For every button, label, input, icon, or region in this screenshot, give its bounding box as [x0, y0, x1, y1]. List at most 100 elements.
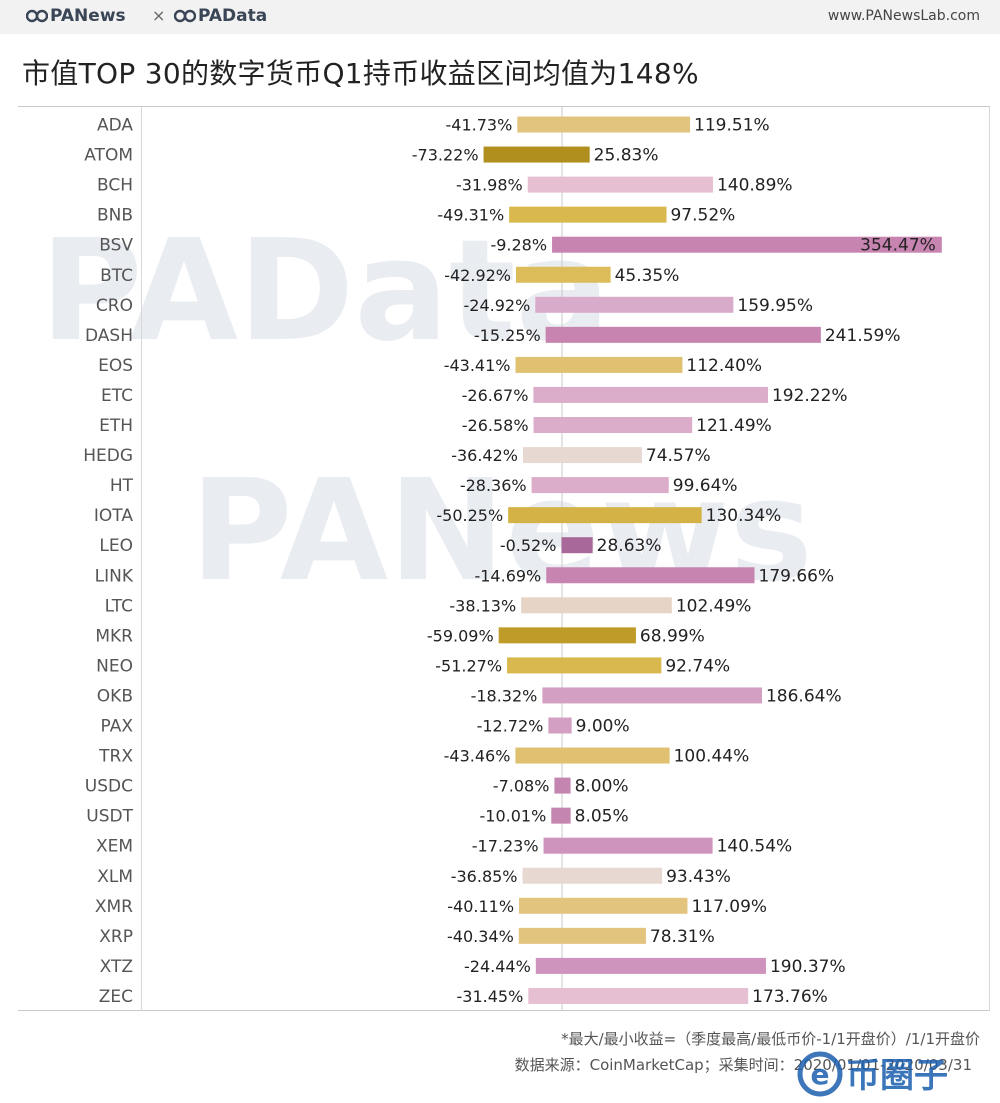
min-value-label: -28.36% — [460, 476, 527, 495]
category-label: XLM — [97, 867, 133, 887]
min-value-label: -43.46% — [444, 747, 511, 766]
range-bar — [509, 206, 667, 223]
min-value-label: -24.44% — [464, 957, 531, 976]
panews-logo-icon — [26, 9, 48, 23]
max-value-label: 117.09% — [691, 897, 767, 917]
max-value-label: 140.89% — [717, 176, 793, 196]
chart-bottom-border — [18, 1010, 990, 1011]
brand-panews: PANews — [50, 6, 126, 26]
range-bar — [535, 296, 734, 313]
range-bar — [483, 146, 590, 163]
max-value-label: 119.51% — [694, 116, 770, 136]
category-label: BNB — [97, 206, 133, 226]
range-bar — [552, 236, 942, 253]
header-bar — [0, 0, 1000, 34]
category-label: LEO — [99, 536, 133, 556]
max-value-label: 28.63% — [597, 536, 662, 556]
padata-logo-icon — [174, 9, 196, 23]
range-bar — [518, 927, 646, 944]
min-value-label: -50.25% — [436, 506, 503, 525]
max-value-label: 99.64% — [673, 476, 738, 496]
range-bar — [531, 477, 669, 494]
max-value-label: 192.22% — [772, 386, 848, 406]
max-value-label: 45.35% — [615, 266, 680, 286]
category-label: ADA — [97, 116, 133, 136]
category-label: IOTA — [94, 506, 133, 526]
category-label: HEDG — [83, 446, 133, 466]
max-value-label: 179.66% — [759, 566, 835, 586]
range-bar — [546, 567, 755, 584]
category-label: XRP — [99, 927, 133, 947]
min-value-label: -59.09% — [427, 626, 494, 645]
min-value-label: -10.01% — [479, 807, 546, 826]
category-label: CRO — [96, 296, 133, 316]
range-bar — [521, 597, 672, 614]
padata-logo: PAData — [174, 6, 267, 26]
max-value-label: 97.52% — [670, 206, 735, 226]
corner-logo-text: 币圈子 — [846, 1056, 948, 1096]
svg-text:e: e — [811, 1058, 830, 1091]
min-value-label: -7.08% — [493, 777, 550, 796]
range-bar — [545, 326, 821, 343]
bqz-logo-icon: e — [797, 1051, 843, 1097]
category-axis-line — [141, 107, 142, 1011]
min-value-label: -43.41% — [444, 356, 511, 375]
range-bar — [507, 657, 662, 674]
min-value-label: -49.31% — [437, 206, 504, 225]
min-value-label: -24.92% — [464, 296, 531, 315]
max-value-label: 130.34% — [706, 506, 782, 526]
category-label: XEM — [96, 837, 133, 857]
range-bar — [551, 807, 571, 824]
brand-separator: × — [152, 6, 166, 25]
min-value-label: -73.22% — [412, 146, 479, 165]
min-value-label: -9.28% — [490, 236, 547, 255]
range-bar — [498, 627, 636, 644]
range-bar — [548, 717, 572, 734]
min-value-label: -40.11% — [447, 897, 514, 916]
max-value-label: 74.57% — [646, 446, 711, 466]
max-value-label: 354.47% — [860, 236, 936, 256]
min-value-label: -41.73% — [446, 116, 513, 135]
min-value-label: -51.27% — [435, 656, 502, 675]
max-value-label: 190.37% — [770, 957, 846, 977]
category-label: DASH — [85, 326, 133, 346]
chart-title: 市值TOP 30的数字货币Q1持币收益区间均值为148% — [22, 57, 699, 90]
max-value-label: 100.44% — [674, 747, 750, 767]
max-value-label: 25.83% — [594, 146, 659, 166]
min-value-label: -31.98% — [456, 176, 523, 195]
range-bar — [527, 176, 713, 193]
min-value-label: -26.67% — [462, 386, 529, 405]
category-label: XMR — [95, 897, 133, 917]
max-value-label: 173.76% — [752, 987, 828, 1007]
range-bar — [522, 447, 642, 464]
brand-padata: PAData — [198, 6, 268, 26]
max-value-label: 121.49% — [696, 416, 772, 436]
footnote-source: 数据来源：CoinMarketCap；采集时间：2020/01/01-2020/… — [514, 1056, 972, 1074]
max-value-label: 9.00% — [576, 717, 630, 737]
min-value-label: -15.25% — [474, 326, 541, 345]
range-bar — [522, 867, 663, 884]
range-bar — [528, 987, 749, 1004]
min-value-label: -12.72% — [477, 717, 544, 736]
max-value-label: 186.64% — [766, 686, 842, 706]
max-value-label: 68.99% — [640, 626, 705, 646]
max-value-label: 78.31% — [650, 927, 715, 947]
category-label: PAX — [101, 717, 134, 737]
min-value-label: -18.32% — [471, 686, 538, 705]
category-label: NEO — [96, 656, 133, 676]
category-label: HT — [110, 476, 134, 496]
max-value-label: 159.95% — [737, 296, 813, 316]
min-value-label: -36.42% — [451, 446, 518, 465]
min-value-label: -36.85% — [451, 867, 518, 886]
range-bar — [515, 747, 670, 764]
max-value-label: 8.00% — [575, 777, 629, 797]
max-value-label: 241.59% — [825, 326, 901, 346]
category-label: MKR — [95, 626, 133, 646]
category-label: LTC — [105, 596, 133, 616]
range-bar — [515, 356, 683, 373]
min-value-label: -26.58% — [462, 416, 529, 435]
range-bar — [535, 957, 766, 974]
min-value-label: -40.34% — [447, 927, 514, 946]
category-label: USDT — [86, 807, 133, 827]
